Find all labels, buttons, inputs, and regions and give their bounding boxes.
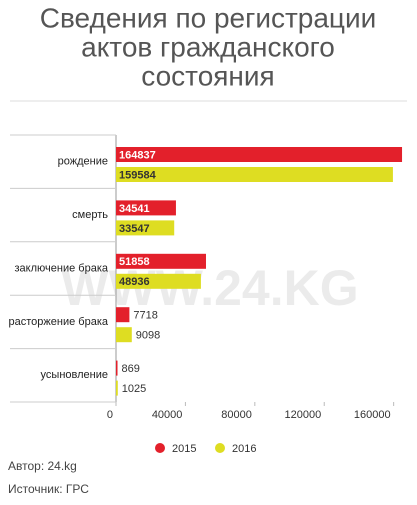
value-label: 1025: [122, 383, 146, 395]
bar: [116, 147, 403, 162]
x-tick-label: 0: [107, 409, 113, 421]
author: Автор: 24.kg: [8, 459, 77, 473]
value-label: 159584: [119, 169, 157, 181]
y-tick-label: рождение: [58, 156, 108, 168]
value-label: 164837: [119, 149, 156, 161]
bar: [116, 327, 132, 343]
bar: [116, 273, 201, 289]
legend-marker: [155, 443, 165, 453]
bar: [116, 380, 118, 396]
value-label: 51858: [119, 256, 150, 268]
value-label: 9098: [136, 330, 160, 342]
legend-label: 2016: [232, 443, 256, 455]
chart-title: актов гражданского: [81, 31, 335, 62]
value-label: 869: [122, 363, 140, 375]
y-tick-label: заключение брака: [15, 262, 109, 274]
source: Источник: ГРС: [8, 482, 89, 496]
bar: [116, 360, 118, 376]
legend-marker: [215, 443, 225, 453]
chart-title: состояния: [141, 60, 274, 91]
bar: [116, 220, 175, 236]
x-tick-label: 120000: [285, 409, 322, 421]
value-label: 33547: [119, 223, 150, 235]
y-tick-label: расторжение брака: [9, 316, 109, 328]
value-label: 7718: [133, 310, 157, 322]
y-tick-label: смерть: [72, 209, 108, 221]
bar: [116, 307, 130, 323]
bar: [116, 253, 206, 269]
bar: [116, 200, 176, 216]
x-tick-label: 80000: [221, 409, 252, 421]
x-tick-label: 40000: [152, 409, 183, 421]
watermark: WWW.24.KG: [61, 260, 358, 316]
chart-title: Сведения по регистрации: [40, 2, 377, 33]
value-label: 34541: [119, 203, 150, 215]
x-tick-label: 160000: [354, 409, 391, 421]
legend-label: 2015: [172, 443, 196, 455]
bar: [116, 167, 393, 182]
y-tick-label: усыновление: [41, 369, 108, 381]
value-label: 48936: [119, 276, 150, 288]
